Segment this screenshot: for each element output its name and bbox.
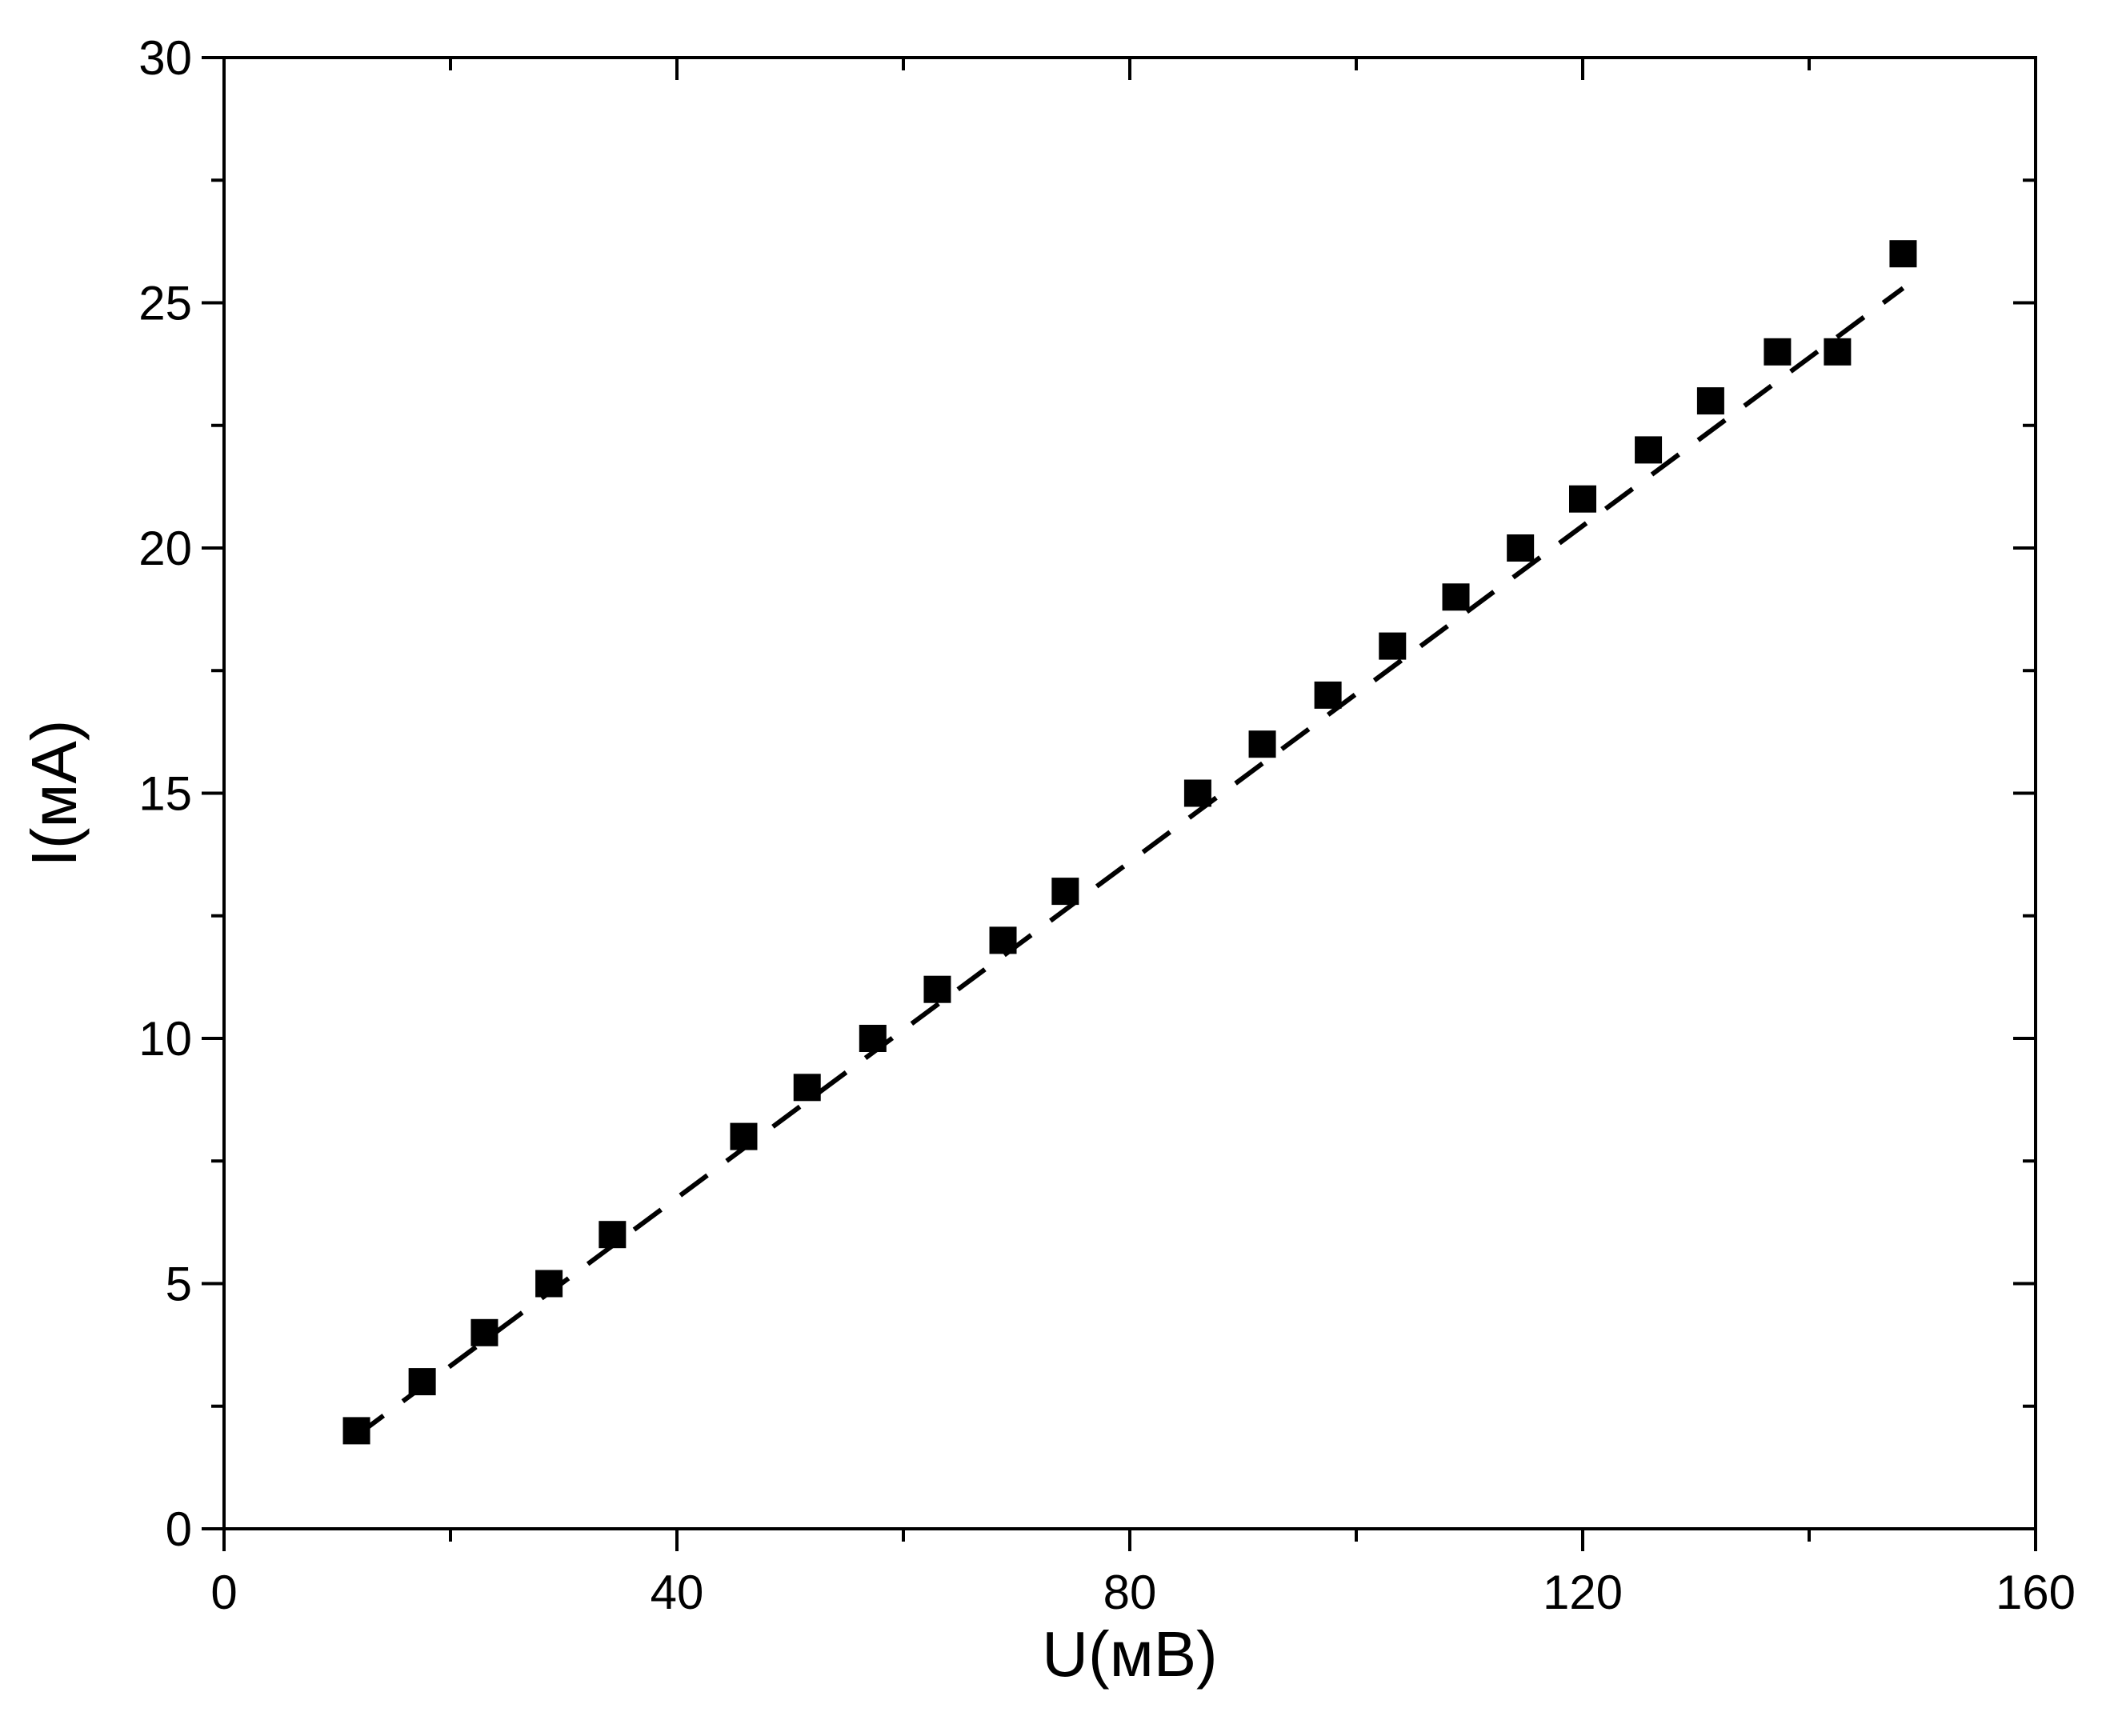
y-tick-label: 0 bbox=[166, 1502, 192, 1556]
data-point bbox=[1569, 485, 1596, 513]
y-tick-label: 20 bbox=[138, 522, 192, 575]
data-point bbox=[342, 1417, 370, 1445]
data-point bbox=[1889, 240, 1917, 268]
data-point bbox=[1051, 878, 1079, 906]
data-point bbox=[1824, 338, 1852, 366]
data-point bbox=[470, 1318, 498, 1346]
data-point bbox=[989, 926, 1017, 954]
data-point bbox=[1183, 779, 1211, 807]
y-tick-label: 30 bbox=[138, 31, 192, 85]
data-point bbox=[1442, 583, 1470, 611]
data-point bbox=[1379, 632, 1407, 660]
x-tick-label: 40 bbox=[651, 1566, 704, 1619]
data-point bbox=[408, 1368, 436, 1396]
data-point bbox=[1507, 534, 1535, 562]
tick-labels-layer: 0 40 80 120 160 0 5 10 15 20 25 30 bbox=[138, 31, 2076, 1619]
data-point bbox=[535, 1270, 563, 1298]
data-point bbox=[1314, 681, 1342, 709]
data-point bbox=[923, 975, 951, 1003]
y-tick-label: 15 bbox=[138, 767, 192, 821]
plot-frame bbox=[222, 56, 2037, 1530]
data-point bbox=[1764, 338, 1792, 366]
y-tick-label: 5 bbox=[166, 1258, 192, 1311]
y-tick-label: 25 bbox=[138, 277, 192, 330]
data-point bbox=[1635, 436, 1663, 464]
x-tick-label: 120 bbox=[1543, 1566, 1623, 1619]
data-point bbox=[859, 1025, 887, 1052]
y-axis-title: I(мА) bbox=[18, 720, 90, 867]
data-point bbox=[730, 1122, 758, 1150]
fit-line bbox=[354, 286, 1905, 1438]
data-point bbox=[1248, 730, 1276, 758]
data-points-layer bbox=[342, 240, 1917, 1445]
y-tick-label: 10 bbox=[138, 1012, 192, 1066]
data-point bbox=[793, 1074, 821, 1102]
x-tick-label: 80 bbox=[1103, 1566, 1157, 1619]
data-point bbox=[1696, 387, 1724, 415]
x-axis-title: U(мВ) bbox=[1042, 1618, 1217, 1690]
x-tick-label: 0 bbox=[210, 1566, 237, 1619]
x-tick-label: 160 bbox=[1996, 1566, 2076, 1619]
fit-line-layer bbox=[354, 286, 1905, 1438]
data-point bbox=[599, 1221, 627, 1249]
